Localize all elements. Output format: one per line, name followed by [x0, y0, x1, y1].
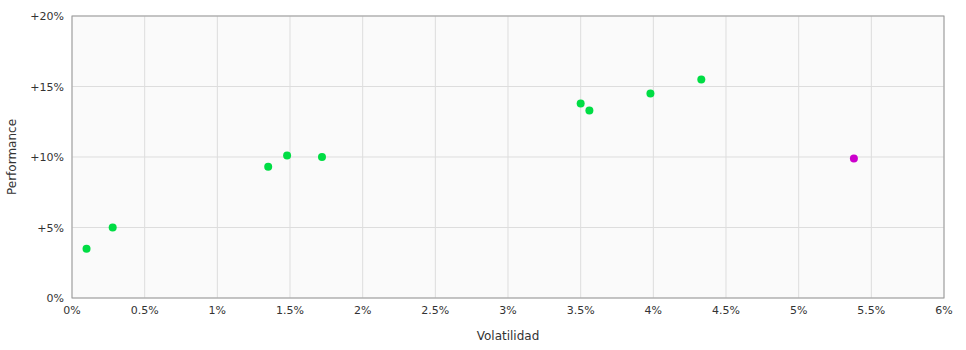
chart: 0% 0.5% 1% 1.5% 2% 2.5% 3% 3.5% 4% 4.5% 5% 5.5% 6% 0%… — [0, 0, 966, 350]
x-axis-label: Volatilidad — [477, 329, 540, 343]
scatter-point — [83, 245, 91, 253]
y-tick-label: +20% — [30, 10, 64, 23]
y-tick-label: +10% — [30, 151, 64, 164]
tick-labels: 0% 0.5% 1% 1.5% 2% 2.5% 3% 3.5% 4% 4.5% 5% 5.5% 6% 0%… — [30, 10, 952, 317]
y-tick-label: +15% — [30, 81, 64, 94]
x-tick-label: 0.5% — [131, 304, 159, 317]
x-tick-label: 1.5% — [276, 304, 304, 317]
x-tick-label: 4% — [645, 304, 662, 317]
plot-area — [72, 16, 944, 298]
grid — [72, 16, 944, 298]
y-grid-line — [72, 227, 944, 228]
x-tick-label: 3.5% — [567, 304, 595, 317]
x-tick-label: 2.5% — [421, 304, 449, 317]
y-grid-line — [72, 86, 944, 87]
x-tick-label: 4.5% — [712, 304, 740, 317]
y-grid-line — [72, 157, 944, 158]
scatter-point — [283, 152, 291, 160]
y-tick-label: 0% — [47, 292, 64, 305]
x-tick-label: 0% — [63, 304, 80, 317]
x-tick-label: 6% — [935, 304, 952, 317]
scatter-point — [318, 153, 326, 161]
scatter-point — [646, 90, 654, 98]
plot-frame — [72, 16, 944, 298]
series — [850, 154, 858, 162]
scatter-point — [264, 163, 272, 171]
x-tick-label: 2% — [354, 304, 371, 317]
y-tick-label: +5% — [37, 222, 64, 235]
x-tick-label: 3% — [499, 304, 516, 317]
x-tick-label: 5.5% — [857, 304, 885, 317]
x-tick-label: 5% — [790, 304, 807, 317]
scatter-point — [109, 224, 117, 232]
scatter-point — [577, 99, 585, 107]
scatter-point — [850, 154, 858, 162]
scatter-point — [697, 75, 705, 83]
page: {"chart_data": {"type": "scatter", "x_la… — [0, 0, 966, 350]
data-points — [83, 75, 858, 252]
x-tick-label: 1% — [209, 304, 226, 317]
series — [83, 75, 706, 252]
scatter-point — [585, 106, 593, 114]
y-axis-label: Performance — [5, 119, 19, 195]
